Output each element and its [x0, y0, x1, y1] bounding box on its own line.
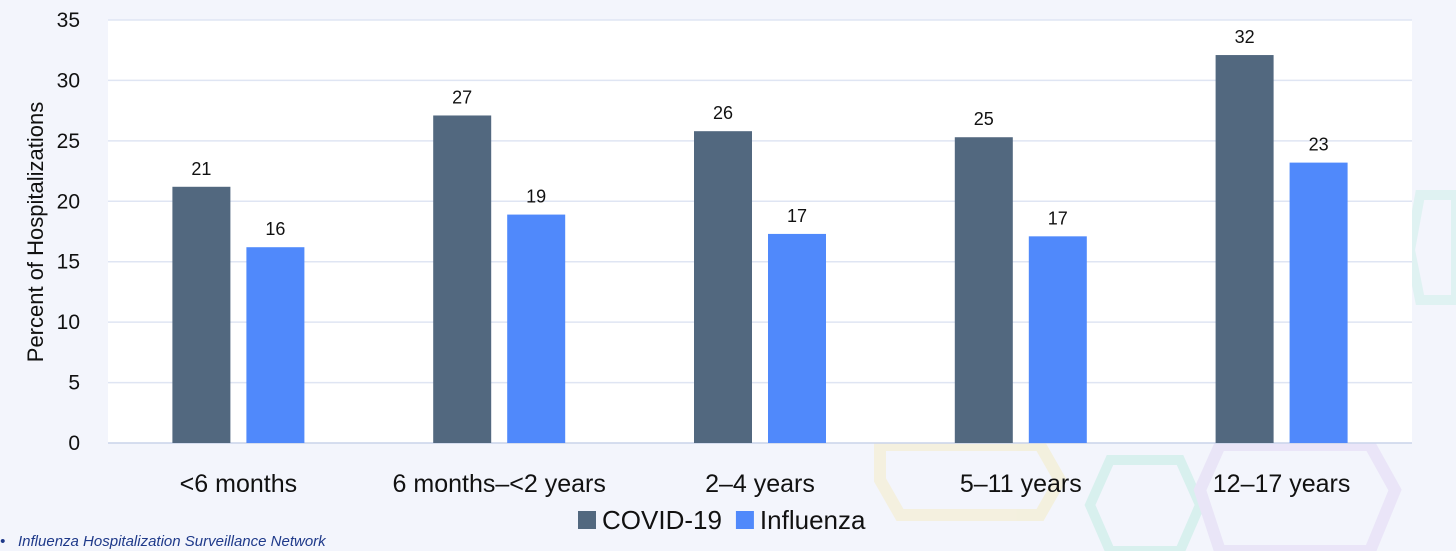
gridlines	[108, 19, 1412, 444]
data-label: 26	[713, 103, 733, 123]
data-label: 27	[452, 87, 472, 107]
bar-covid-19	[954, 137, 1013, 443]
y-tick-label: 30	[57, 69, 80, 92]
legend-swatch	[578, 511, 596, 529]
data-label: 32	[1235, 27, 1255, 47]
bars	[172, 55, 1348, 444]
bar-influenza	[507, 214, 566, 443]
legend-label: Influenza	[760, 505, 866, 535]
y-tick-label: 15	[57, 251, 80, 274]
bar-influenza	[246, 247, 305, 443]
bar-covid-19	[433, 115, 492, 443]
y-tick-label: 20	[57, 190, 80, 213]
data-label: 21	[191, 159, 211, 179]
data-labels: 21 16 27 19 26 17 25 17 32 23	[191, 27, 1328, 239]
plot-area	[108, 20, 1412, 443]
y-tick-label: 25	[57, 130, 80, 153]
y-tick-label: 35	[57, 9, 80, 32]
data-label: 23	[1309, 135, 1329, 155]
x-axis-labels: <6 months 6 months–<2 years 2–4 years 5–11 …	[180, 470, 1351, 498]
bar-covid-19	[172, 186, 231, 444]
footnote-text: Influenza Hospitalization Surveillance N…	[18, 533, 326, 550]
bar-covid-19	[694, 131, 752, 443]
data-label: 17	[787, 206, 807, 226]
legend: COVID-19 Influenza	[578, 505, 866, 535]
y-axis-label: Percent of Hospitalizations	[23, 102, 48, 362]
y-tick-label: 0	[68, 432, 80, 455]
x-tick-label: 2–4 years	[705, 470, 815, 498]
footnote-bullet: •	[0, 533, 6, 550]
data-label: 25	[974, 109, 994, 129]
legend-swatch	[735, 511, 754, 529]
y-tick-label: 10	[57, 311, 80, 334]
bar-covid-19	[1215, 55, 1274, 443]
data-label: 17	[1048, 208, 1068, 228]
x-tick-label: 5–11 years	[960, 470, 1082, 498]
bar-influenza	[1289, 162, 1348, 443]
bar-influenza	[768, 233, 826, 443]
bar-influenza	[1028, 236, 1087, 443]
y-tick-label: 5	[68, 372, 80, 395]
x-tick-label: 6 months–<2 years	[393, 470, 606, 498]
data-label: 19	[526, 187, 546, 207]
legend-label: COVID-19	[602, 505, 722, 535]
x-tick-label: <6 months	[180, 470, 297, 498]
footnote: • Influenza Hospitalization Surveillance …	[0, 533, 326, 550]
data-label: 16	[265, 219, 285, 239]
x-tick-label: 12–17 years	[1213, 470, 1351, 498]
y-axis-ticks: 0 5 10 15 20 25 30 35	[57, 9, 80, 455]
